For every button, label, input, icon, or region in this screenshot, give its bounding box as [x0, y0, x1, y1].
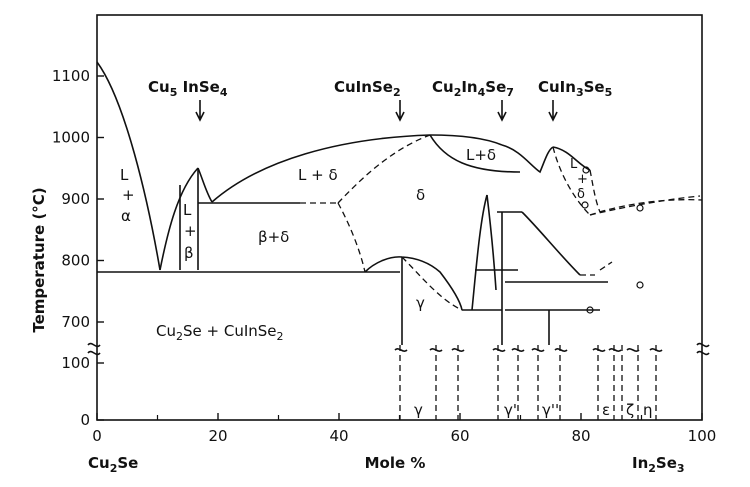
compound-labels: Cu5 InSe4 CuInSe2 Cu2In4Se7 CuIn3Se5 — [148, 78, 612, 99]
region-l-beta-2: + — [184, 222, 197, 240]
region-l-delta-3c: δ — [577, 187, 585, 202]
data-point — [582, 166, 590, 174]
compound-label-cu5inse4: Cu5 InSe4 — [148, 78, 228, 99]
y-tick-label: 1000 — [52, 129, 90, 147]
y-tick-label: 100 — [61, 354, 90, 372]
x-tick-label: 40 — [329, 427, 348, 445]
region-l-delta-3b: + — [577, 172, 588, 187]
x-tick-label: 0 — [92, 427, 102, 445]
compound-label-cuinse2: CuInSe2 — [334, 78, 401, 99]
region-l-alpha-1: L — [120, 166, 129, 184]
region-cu2se-cuinse2: Cu2Se + CuInSe2 — [156, 322, 284, 343]
dashed-boundaries — [300, 134, 703, 420]
region-l-delta-3a: L — [570, 157, 578, 172]
x-tick-label: 80 — [571, 427, 590, 445]
region-l-alpha-2: + — [122, 186, 135, 204]
region-delta: δ — [416, 186, 425, 204]
region-l-delta-2: L+δ — [466, 146, 496, 164]
x-tick-label: 60 — [450, 427, 469, 445]
y-tick-labels: 700 800 900 1000 1100 0 100 — [52, 67, 90, 429]
x-tick-labels: 0 20 40 60 80 100 — [92, 427, 716, 445]
compound-label-cu2in4se7: Cu2In4Se7 — [432, 78, 514, 99]
lower-break-lines — [394, 348, 663, 352]
y-tick-label: 800 — [61, 252, 90, 270]
y-tick-label: 900 — [61, 190, 90, 208]
region-low-gamma-prime: γ' — [504, 401, 517, 419]
y-tick-label: 1100 — [52, 67, 90, 85]
y-tick-label: 0 — [80, 411, 90, 429]
y-axis-title: Temperature (°C) — [30, 187, 48, 332]
solid-boundaries — [96, 61, 608, 345]
axis-break-right — [696, 342, 710, 356]
region-labels: L + α L + β L + δ δ β+δ L+δ L + δ γ Cu2S… — [120, 146, 653, 419]
liquidus-left — [96, 61, 161, 271]
x-right-end-label: In2Se3 — [632, 454, 685, 475]
region-l-alpha-3: α — [121, 207, 131, 225]
data-point — [636, 204, 644, 212]
x-axis-title: Mole % — [365, 454, 426, 472]
region-gamma: γ — [416, 294, 425, 312]
region-low-gamma-dprime: γ'' — [542, 401, 559, 419]
data-point — [636, 281, 644, 289]
region-low-zeta: ζ — [626, 401, 634, 419]
data-point — [581, 201, 589, 209]
region-l-delta-1: L + δ — [298, 166, 338, 184]
x-tick-label: 100 — [688, 427, 717, 445]
experimental-points — [581, 166, 644, 314]
data-point — [586, 306, 594, 314]
region-beta-delta: β+δ — [258, 228, 289, 246]
compound-label-cuin3se5: CuIn3Se5 — [538, 78, 612, 99]
x-left-end-label: Cu2Se — [88, 454, 138, 475]
region-low-gamma: γ — [414, 401, 423, 419]
axis-break-left — [87, 342, 101, 356]
region-low-eta: η — [643, 401, 653, 419]
region-low-epsilon: ε — [602, 401, 610, 419]
region-l-beta-3: β — [184, 244, 194, 262]
x-tick-label: 20 — [208, 427, 227, 445]
region-l-beta-1: L — [183, 201, 192, 219]
compound-arrows — [195, 100, 558, 122]
y-tick-label: 700 — [61, 313, 90, 331]
